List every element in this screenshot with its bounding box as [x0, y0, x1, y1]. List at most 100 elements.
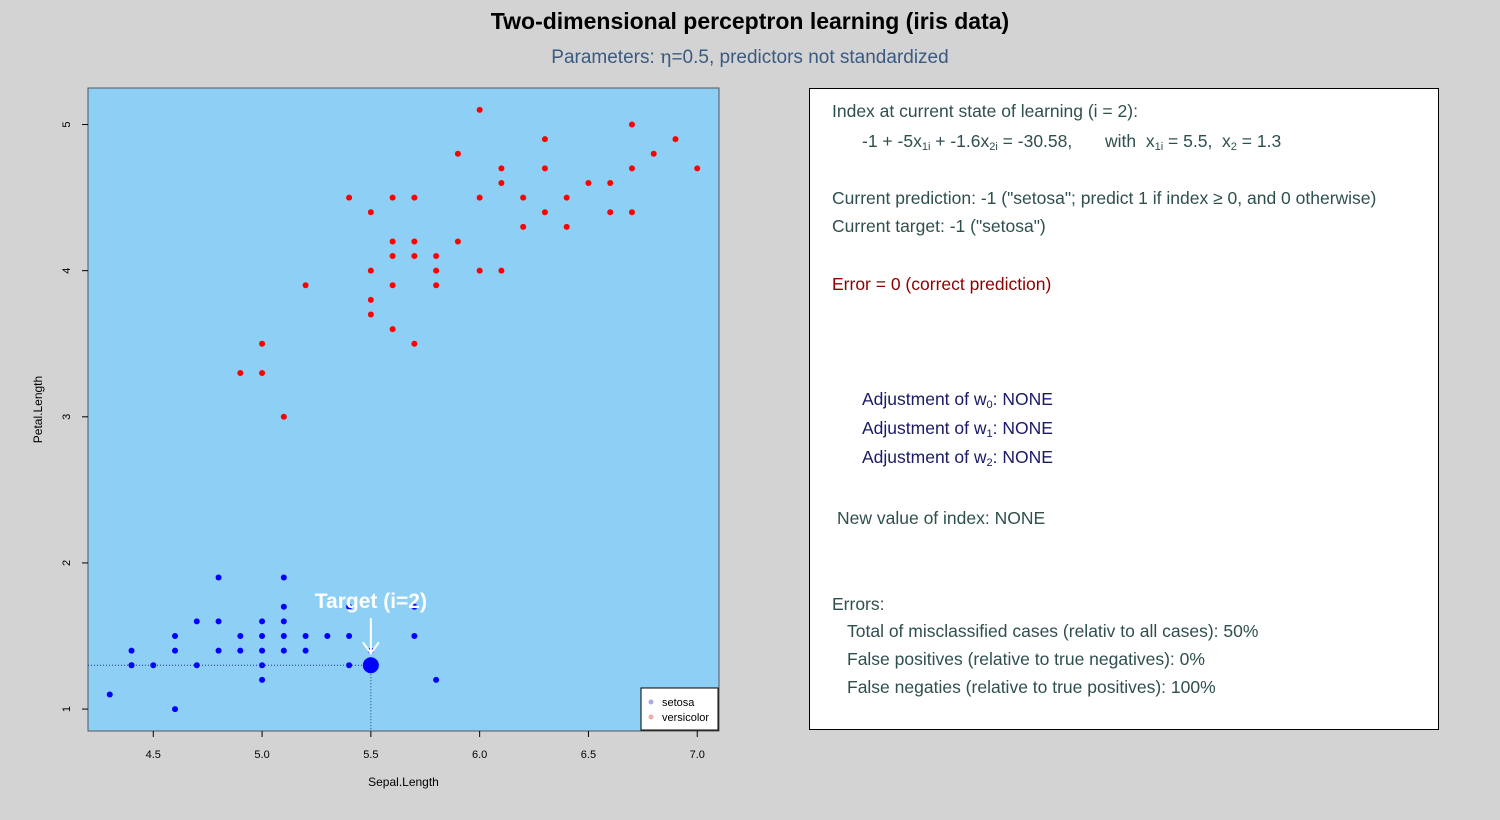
legend-marker-setosa — [648, 699, 654, 705]
setosa-point — [411, 603, 418, 610]
eq-sub-1: 1i — [921, 141, 931, 153]
versicolor-point — [367, 296, 374, 303]
versicolor-point — [433, 267, 440, 274]
versicolor-point — [498, 267, 505, 274]
x-tick-label: 7.0 — [690, 749, 705, 761]
error-total: Total of misclassified cases (relativ to… — [847, 621, 1259, 641]
info-panel: Index at current state of learning (i = … — [809, 88, 1439, 730]
adjustment-w0: Adjustment of w0: NONE — [862, 389, 1053, 411]
setosa-point — [346, 603, 353, 610]
setosa-point — [324, 633, 331, 640]
x2-sub: 2 — [1230, 141, 1237, 153]
versicolor-point — [476, 106, 483, 113]
error-false-positives: False positives (relative to true negati… — [847, 649, 1205, 669]
setosa-point — [259, 633, 266, 640]
versicolor-point — [433, 282, 440, 289]
setosa-point — [259, 676, 266, 683]
versicolor-point — [411, 238, 418, 245]
setosa-point — [302, 633, 309, 640]
adjustment-w0-sub: 0 — [986, 399, 993, 411]
x-tick-label: 4.5 — [146, 749, 161, 761]
setosa-point — [280, 618, 287, 625]
setosa-point — [215, 647, 222, 654]
subtitle-suffix: =0.5, predictors not standardized — [671, 47, 949, 68]
predictor-values: with x1i = 5.5, x2 = 1.3 — [1105, 131, 1281, 153]
setosa-point — [193, 618, 200, 625]
setosa-point — [302, 647, 309, 654]
versicolor-point — [411, 340, 418, 347]
setosa-point — [128, 647, 135, 654]
adjustment-w1: Adjustment of w1: NONE — [862, 418, 1053, 440]
versicolor-point — [694, 165, 701, 172]
versicolor-point — [498, 179, 505, 186]
current-target: Current target: -1 ("setosa") — [832, 216, 1046, 236]
versicolor-point — [454, 238, 461, 245]
legend-label-setosa: setosa — [662, 697, 695, 709]
versicolor-point — [367, 209, 374, 216]
versicolor-point — [541, 209, 548, 216]
versicolor-point — [541, 165, 548, 172]
subtitle-prefix: Parameters: — [551, 47, 661, 68]
y-tick-label: 3 — [61, 414, 73, 420]
setosa-point — [280, 647, 287, 654]
new-index-value: New value of index: NONE — [837, 508, 1046, 528]
versicolor-point — [628, 121, 635, 128]
setosa-point — [106, 691, 113, 698]
axes: 4.5 5.0 5.5 6.0 6.5 7.0 1 2 3 4 5 Sepal.Length Petal… — [31, 121, 705, 789]
versicolor-point — [389, 238, 396, 245]
versicolor-point — [476, 194, 483, 201]
target-point — [362, 657, 379, 674]
versicolor-point — [389, 282, 396, 289]
target-arrow-head — [362, 641, 380, 655]
y-tick-label: 4 — [61, 268, 73, 274]
x2-symbol: x — [1222, 131, 1231, 151]
legend: setosa versicolor — [640, 687, 719, 731]
legend-marker-versicolor — [648, 714, 654, 720]
x-tick-label: 5.5 — [363, 749, 378, 761]
plot-area — [87, 87, 720, 732]
index-line: Index at current state of learning (i = … — [832, 101, 1138, 121]
versicolor-point — [346, 194, 353, 201]
versicolor-point — [389, 253, 396, 260]
versicolor-point — [476, 267, 483, 274]
setosa-point — [172, 706, 179, 713]
adjustment-w0-prefix: Adjustment of w — [862, 389, 987, 409]
setosa-point — [433, 676, 440, 683]
eq-part-2: + -1.6x — [930, 131, 990, 151]
setosa-point — [172, 633, 179, 640]
adjustment-w2-prefix: Adjustment of w — [862, 447, 987, 467]
adjustment-w0-suffix: : NONE — [992, 389, 1053, 409]
x1-sub: 1i — [1154, 141, 1164, 153]
setosa-point — [411, 633, 418, 640]
setosa-point — [237, 633, 244, 640]
y-tick-label: 5 — [61, 121, 73, 127]
x1-value: = 5.5, — [1163, 131, 1213, 151]
adjustment-w2: Adjustment of w2: NONE — [862, 447, 1053, 469]
data-points — [106, 106, 701, 713]
versicolor-point — [628, 165, 635, 172]
error-false-negatives: False negaties (relative to true positiv… — [847, 677, 1216, 697]
y-tick-label: 2 — [61, 560, 73, 566]
chart-title: Two-dimensional perceptron learning (iri… — [490, 8, 1010, 34]
versicolor-point — [607, 179, 614, 186]
setosa-point — [280, 574, 287, 581]
versicolor-point — [237, 369, 244, 376]
eq-sub-2: 2i — [989, 141, 998, 153]
setosa-point — [280, 603, 287, 610]
setosa-point — [215, 574, 222, 581]
versicolor-point — [259, 369, 266, 376]
versicolor-point — [280, 413, 287, 420]
versicolor-point — [367, 267, 374, 274]
index-equation: -1 + -5x1i + -1.6x2i = -30.58, — [862, 131, 1072, 153]
versicolor-point — [259, 340, 266, 347]
eq-part-3: = -30.58, — [997, 131, 1073, 151]
y-tick-label: 1 — [61, 706, 73, 712]
versicolor-point — [607, 209, 614, 216]
x2-value: = 1.3 — [1236, 131, 1282, 151]
target-annotation: Target (i=2) — [88, 590, 427, 731]
setosa-point — [280, 633, 287, 640]
versicolor-point — [672, 136, 679, 143]
legend-box — [640, 687, 719, 731]
adjustment-w1-prefix: Adjustment of w — [862, 418, 987, 438]
versicolor-point — [389, 326, 396, 333]
